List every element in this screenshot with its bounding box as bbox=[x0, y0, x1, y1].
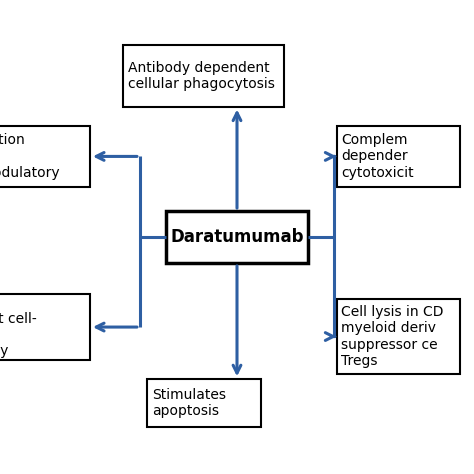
FancyBboxPatch shape bbox=[123, 45, 284, 107]
FancyBboxPatch shape bbox=[337, 126, 460, 187]
Text: Cell lysis in CD
myeloid deriv
suppressor ce
Tregs: Cell lysis in CD myeloid deriv suppresso… bbox=[341, 305, 444, 368]
FancyBboxPatch shape bbox=[0, 294, 90, 360]
Text: t action
n
omodulatory: t action n omodulatory bbox=[0, 133, 60, 180]
Text: dy
dent cell-
ed
xicity: dy dent cell- ed xicity bbox=[0, 296, 36, 358]
Text: Complem
depender
cytotoxicit: Complem depender cytotoxicit bbox=[341, 133, 414, 180]
FancyBboxPatch shape bbox=[0, 126, 90, 187]
FancyBboxPatch shape bbox=[337, 299, 460, 374]
Text: Antibody dependent
cellular phagocytosis: Antibody dependent cellular phagocytosis bbox=[128, 61, 275, 91]
FancyBboxPatch shape bbox=[147, 379, 261, 427]
FancyBboxPatch shape bbox=[166, 211, 308, 263]
Text: Daratumumab: Daratumumab bbox=[170, 228, 304, 246]
Text: Stimulates
apoptosis: Stimulates apoptosis bbox=[152, 388, 226, 418]
